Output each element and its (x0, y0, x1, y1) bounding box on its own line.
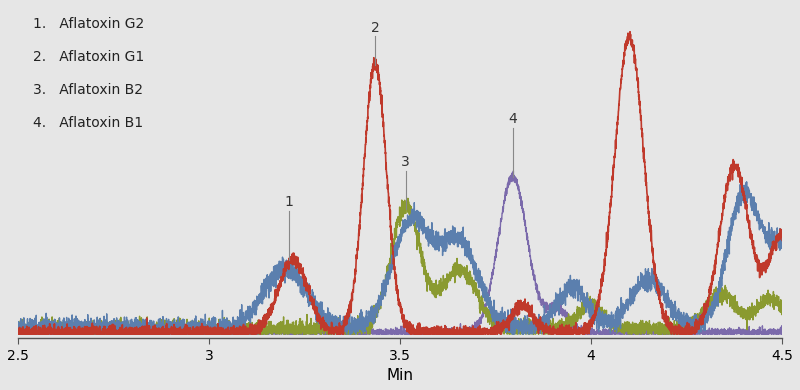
Text: 1: 1 (285, 195, 294, 209)
Text: 3: 3 (402, 155, 410, 169)
X-axis label: Min: Min (386, 368, 414, 383)
Text: 4.   Aflatoxin B1: 4. Aflatoxin B1 (33, 116, 143, 130)
Text: 2.   Aflatoxin G1: 2. Aflatoxin G1 (33, 50, 145, 64)
Text: 4: 4 (508, 112, 517, 126)
Text: 2: 2 (370, 21, 379, 35)
Text: 3.   Aflatoxin B2: 3. Aflatoxin B2 (33, 83, 143, 97)
Text: 1.   Aflatoxin G2: 1. Aflatoxin G2 (33, 17, 145, 31)
